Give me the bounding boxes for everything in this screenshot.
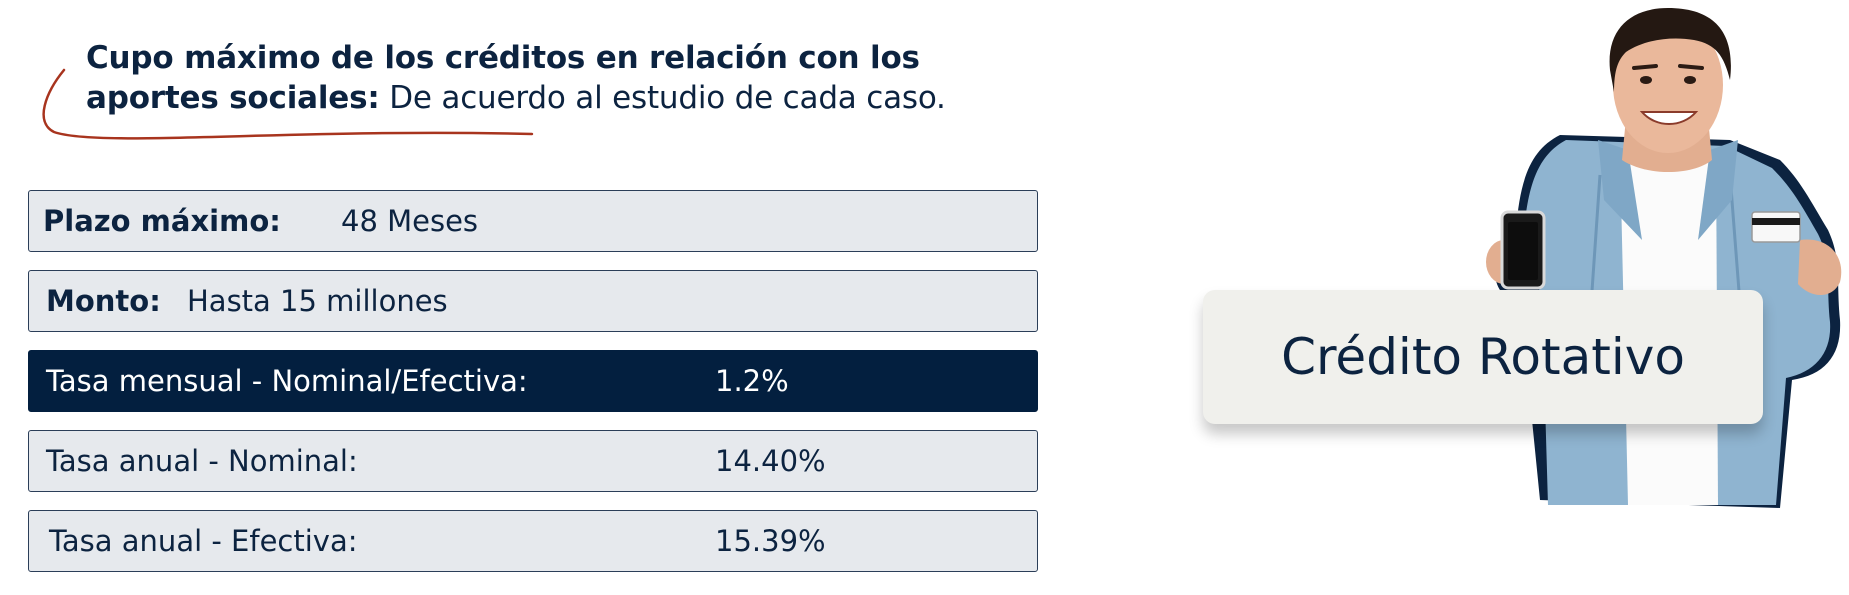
row-plazo-label: Plazo máximo:	[43, 204, 281, 238]
credito-rotativo-card: Crédito Rotativo	[1203, 290, 1763, 424]
person-with-phone-and-card-illustration	[1486, 8, 1842, 508]
row-monto-value: Hasta 15 millones	[187, 284, 448, 318]
row-monto: Monto: Hasta 15 millones	[28, 270, 1038, 332]
row-tasa-mensual: Tasa mensual - Nominal/Efectiva: 1.2%	[28, 350, 1038, 412]
row-plazo-value: 48 Meses	[341, 204, 479, 238]
row-tasa-anual-efectiva-label: Tasa anual - Efectiva:	[49, 524, 358, 558]
row-tasa-anual-nominal-label: Tasa anual - Nominal:	[46, 444, 358, 478]
row-tasa-mensual-value: 1.2%	[715, 364, 789, 398]
card-title: Crédito Rotativo	[1281, 328, 1685, 386]
underline-swoosh	[42, 68, 534, 140]
row-tasa-anual-efectiva: Tasa anual - Efectiva: 15.39%	[28, 510, 1038, 572]
row-tasa-anual-nominal-value: 14.40%	[715, 444, 826, 478]
row-monto-label: Monto:	[46, 284, 161, 318]
credit-limit-note: Cupo máximo de los créditos en relación …	[86, 38, 1046, 118]
row-tasa-anual-nominal: Tasa anual - Nominal: 14.40%	[28, 430, 1038, 492]
row-tasa-mensual-label: Tasa mensual - Nominal/Efectiva:	[46, 364, 528, 398]
credit-limit-note-label: Cupo máximo de los créditos en relación …	[86, 40, 920, 116]
row-tasa-anual-efectiva-value: 15.39%	[715, 524, 826, 558]
row-plazo-maximo: Plazo máximo: 48 Meses	[28, 190, 1038, 252]
credit-limit-note-value: De acuerdo al estudio de cada caso.	[379, 80, 946, 116]
